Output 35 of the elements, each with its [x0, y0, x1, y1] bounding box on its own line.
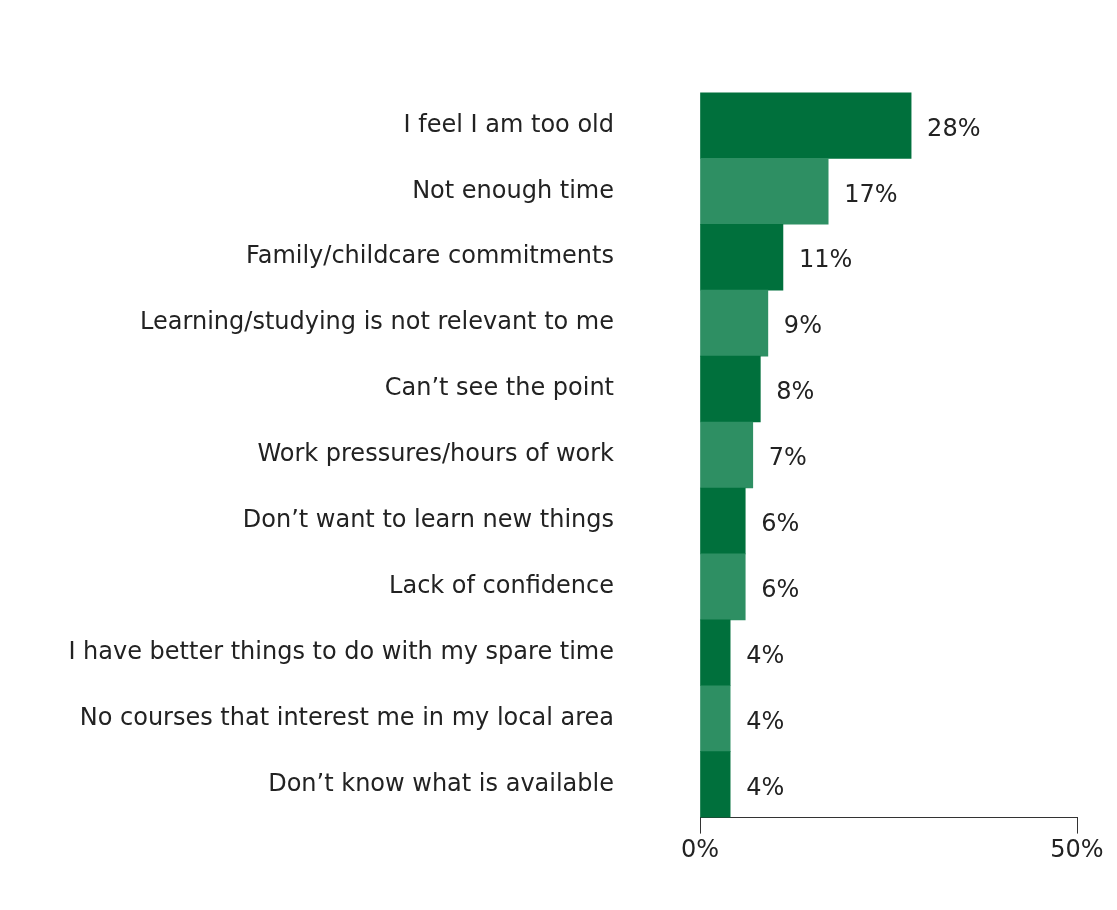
- y-tick-label: Don’t want to learn new things: [242, 505, 614, 534]
- y-tick-label: No courses that interest me in my local area: [79, 702, 614, 731]
- x-tick-label: 0%: [680, 835, 720, 864]
- y-tick-label: Don’t know what is available: [268, 768, 614, 797]
- x-tick-label: 50%: [1050, 835, 1104, 864]
- y-tick-label: Learning/studying is not relevant to me: [140, 307, 614, 336]
- y-tick-label: I feel I am too old: [403, 109, 614, 138]
- bar: [700, 223, 784, 291]
- y-tick-label: Lack of confidence: [389, 571, 614, 600]
- data-label: 28%: [927, 113, 981, 142]
- y-tick-label: I have better things to do with my spare time: [68, 637, 614, 666]
- y-tick-label: Family/childcare commitments: [246, 241, 614, 270]
- data-label: 7%: [768, 443, 807, 472]
- bar: [700, 685, 731, 752]
- data-label: 4%: [746, 641, 785, 670]
- data-label: 4%: [746, 772, 785, 801]
- data-label: 4%: [746, 706, 785, 735]
- data-label: 6%: [761, 509, 800, 538]
- bar: [700, 421, 754, 489]
- data-label: 9%: [783, 311, 822, 340]
- data-label: 6%: [761, 575, 800, 604]
- data-label: 17%: [844, 179, 898, 208]
- y-tick-label: Work pressures/hours of work: [257, 439, 615, 468]
- bar: [700, 158, 829, 225]
- bar: [700, 289, 769, 357]
- bar: [700, 553, 746, 621]
- bar: [700, 92, 912, 159]
- y-tick-label: Can’t see the point: [384, 373, 614, 402]
- data-label: 11%: [798, 245, 853, 274]
- bar: [700, 487, 746, 555]
- y-tick-label: Not enough time: [412, 175, 614, 204]
- bar: [700, 751, 731, 818]
- bar: [700, 355, 761, 423]
- data-label: 8%: [776, 377, 815, 406]
- bar: [700, 619, 731, 687]
